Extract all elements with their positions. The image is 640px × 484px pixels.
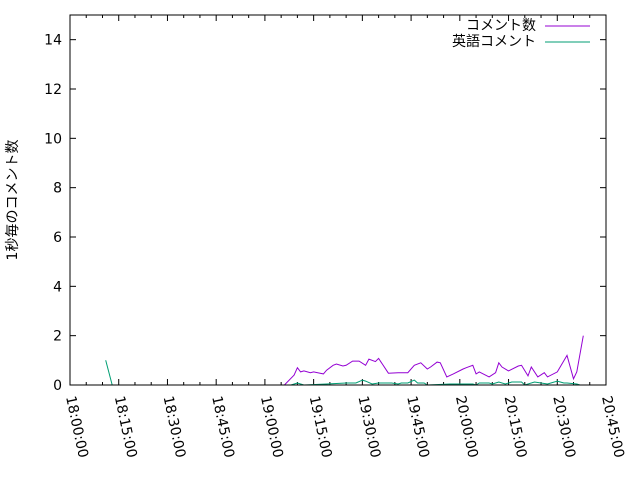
x-tick-label: 19:30:00	[354, 395, 383, 460]
y-tick-label: 8	[53, 181, 62, 197]
y-tick-label: 2	[53, 329, 62, 345]
series-lines	[106, 336, 584, 385]
legend: コメント数 英語コメント	[452, 18, 590, 50]
legend-label-comments: コメント数	[466, 18, 536, 34]
x-tick-label: 18:45:00	[208, 395, 237, 460]
x-tick-label: 20:00:00	[452, 395, 481, 460]
x-tick-label: 19:00:00	[257, 395, 286, 460]
x-tick-label: 18:15:00	[111, 395, 140, 460]
y-tick-label: 12	[44, 82, 62, 98]
x-tick-label: 18:30:00	[160, 395, 189, 460]
x-tick-label: 19:15:00	[306, 395, 335, 460]
x-tick-label: 20:45:00	[598, 395, 627, 460]
plot-border	[70, 15, 606, 385]
y-tick-label: 6	[53, 230, 62, 246]
axis-ticks: 0 2 4 6 8 10 12 14 18:00:00 18:15:00 18:30:00 18:45…	[44, 15, 627, 459]
legend-label-english-comments: 英語コメント	[452, 33, 536, 50]
y-tick-label: 0	[53, 378, 62, 394]
x-tick-label: 20:15:00	[501, 395, 530, 460]
x-tick-label: 18:00:00	[62, 395, 91, 460]
y-axis-label: 1秒毎のコメント数	[5, 140, 21, 261]
y-tick-label: 10	[44, 131, 62, 147]
x-tick-label: 20:30:00	[549, 395, 578, 460]
y-tick-label: 14	[44, 33, 62, 49]
y-tick-label: 4	[53, 279, 62, 295]
series-line-0	[112, 336, 583, 385]
x-tick-label: 19:45:00	[403, 395, 432, 460]
